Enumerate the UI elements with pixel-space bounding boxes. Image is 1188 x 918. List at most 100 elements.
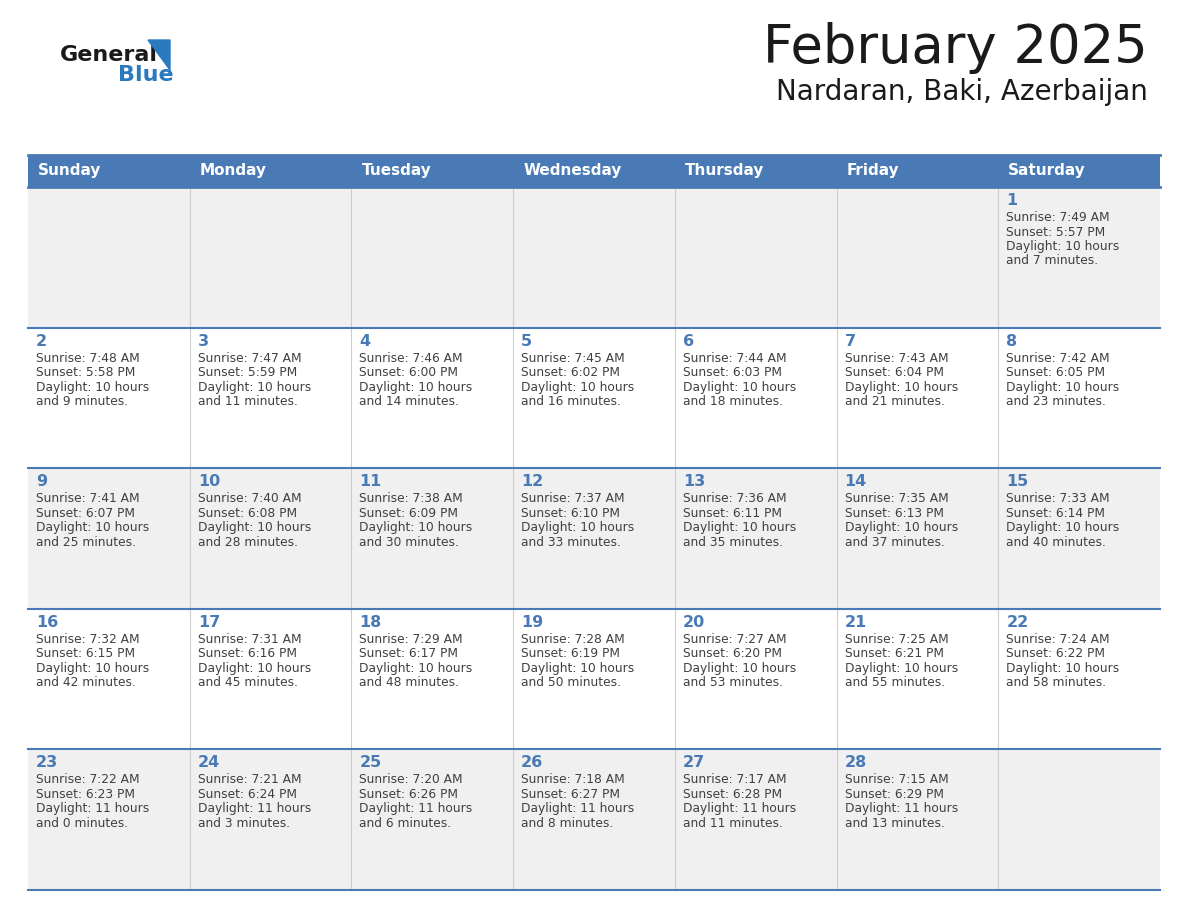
Text: Sunset: 6:09 PM: Sunset: 6:09 PM bbox=[360, 507, 459, 520]
Text: Sunrise: 7:28 AM: Sunrise: 7:28 AM bbox=[522, 633, 625, 645]
Text: 16: 16 bbox=[36, 615, 58, 630]
Text: Saturday: Saturday bbox=[1009, 163, 1086, 178]
Text: Sunrise: 7:24 AM: Sunrise: 7:24 AM bbox=[1006, 633, 1110, 645]
Text: 6: 6 bbox=[683, 333, 694, 349]
Text: 23: 23 bbox=[36, 756, 58, 770]
Bar bbox=[29, 187, 190, 328]
Text: Sunset: 6:11 PM: Sunset: 6:11 PM bbox=[683, 507, 782, 520]
Bar bbox=[190, 187, 352, 328]
Bar bbox=[352, 468, 513, 609]
Text: Nardaran, Baki, Azerbaijan: Nardaran, Baki, Azerbaijan bbox=[776, 78, 1148, 106]
Text: Sunset: 6:10 PM: Sunset: 6:10 PM bbox=[522, 507, 620, 520]
Text: Friday: Friday bbox=[847, 163, 899, 178]
Bar bbox=[836, 328, 998, 468]
Text: and 11 minutes.: and 11 minutes. bbox=[197, 395, 297, 409]
Bar bbox=[998, 328, 1159, 468]
Text: Sunset: 6:27 PM: Sunset: 6:27 PM bbox=[522, 788, 620, 800]
Bar bbox=[675, 749, 836, 890]
Text: and 3 minutes.: and 3 minutes. bbox=[197, 817, 290, 830]
Text: Daylight: 10 hours: Daylight: 10 hours bbox=[360, 381, 473, 394]
Text: 17: 17 bbox=[197, 615, 220, 630]
Text: Daylight: 10 hours: Daylight: 10 hours bbox=[36, 521, 150, 534]
Text: Daylight: 10 hours: Daylight: 10 hours bbox=[36, 381, 150, 394]
Text: Daylight: 10 hours: Daylight: 10 hours bbox=[683, 381, 796, 394]
Text: Sunset: 6:15 PM: Sunset: 6:15 PM bbox=[36, 647, 135, 660]
Text: and 18 minutes.: and 18 minutes. bbox=[683, 395, 783, 409]
Text: and 11 minutes.: and 11 minutes. bbox=[683, 817, 783, 830]
Text: 11: 11 bbox=[360, 475, 381, 489]
Text: Sunrise: 7:33 AM: Sunrise: 7:33 AM bbox=[1006, 492, 1110, 505]
Bar bbox=[675, 328, 836, 468]
Text: Daylight: 11 hours: Daylight: 11 hours bbox=[360, 802, 473, 815]
Text: Daylight: 10 hours: Daylight: 10 hours bbox=[360, 662, 473, 675]
Text: Wednesday: Wednesday bbox=[523, 163, 621, 178]
Text: 3: 3 bbox=[197, 333, 209, 349]
Text: Sunset: 6:17 PM: Sunset: 6:17 PM bbox=[360, 647, 459, 660]
Text: and 35 minutes.: and 35 minutes. bbox=[683, 536, 783, 549]
Text: Sunset: 5:59 PM: Sunset: 5:59 PM bbox=[197, 366, 297, 379]
Text: and 25 minutes.: and 25 minutes. bbox=[36, 536, 135, 549]
Text: 10: 10 bbox=[197, 475, 220, 489]
Bar bbox=[352, 749, 513, 890]
Text: Daylight: 10 hours: Daylight: 10 hours bbox=[1006, 381, 1119, 394]
Text: 20: 20 bbox=[683, 615, 706, 630]
Bar bbox=[998, 609, 1159, 749]
Text: Daylight: 10 hours: Daylight: 10 hours bbox=[683, 521, 796, 534]
Text: Sunset: 6:14 PM: Sunset: 6:14 PM bbox=[1006, 507, 1105, 520]
Text: 18: 18 bbox=[360, 615, 381, 630]
Bar bbox=[352, 328, 513, 468]
Bar bbox=[352, 155, 513, 187]
Text: 28: 28 bbox=[845, 756, 867, 770]
Text: and 40 minutes.: and 40 minutes. bbox=[1006, 536, 1106, 549]
Bar bbox=[190, 609, 352, 749]
Text: and 58 minutes.: and 58 minutes. bbox=[1006, 677, 1106, 689]
Bar bbox=[513, 609, 675, 749]
Bar bbox=[29, 155, 190, 187]
Text: Sunset: 6:23 PM: Sunset: 6:23 PM bbox=[36, 788, 135, 800]
Text: Sunrise: 7:46 AM: Sunrise: 7:46 AM bbox=[360, 352, 463, 364]
Bar bbox=[190, 468, 352, 609]
Text: 15: 15 bbox=[1006, 475, 1029, 489]
Text: Sunset: 6:29 PM: Sunset: 6:29 PM bbox=[845, 788, 943, 800]
Text: 26: 26 bbox=[522, 756, 543, 770]
Text: Sunrise: 7:15 AM: Sunrise: 7:15 AM bbox=[845, 773, 948, 787]
Text: Sunset: 5:58 PM: Sunset: 5:58 PM bbox=[36, 366, 135, 379]
Text: and 53 minutes.: and 53 minutes. bbox=[683, 677, 783, 689]
Text: Sunrise: 7:27 AM: Sunrise: 7:27 AM bbox=[683, 633, 786, 645]
Text: Daylight: 11 hours: Daylight: 11 hours bbox=[36, 802, 150, 815]
Text: Tuesday: Tuesday bbox=[361, 163, 431, 178]
Text: Sunrise: 7:37 AM: Sunrise: 7:37 AM bbox=[522, 492, 625, 505]
Bar bbox=[352, 187, 513, 328]
Text: Sunrise: 7:21 AM: Sunrise: 7:21 AM bbox=[197, 773, 302, 787]
Text: Sunrise: 7:20 AM: Sunrise: 7:20 AM bbox=[360, 773, 463, 787]
Text: Daylight: 10 hours: Daylight: 10 hours bbox=[197, 662, 311, 675]
Text: Sunset: 6:04 PM: Sunset: 6:04 PM bbox=[845, 366, 943, 379]
Bar bbox=[29, 468, 190, 609]
Text: 14: 14 bbox=[845, 475, 867, 489]
Text: and 16 minutes.: and 16 minutes. bbox=[522, 395, 621, 409]
Text: Daylight: 10 hours: Daylight: 10 hours bbox=[36, 662, 150, 675]
Text: and 33 minutes.: and 33 minutes. bbox=[522, 536, 621, 549]
Text: Sunrise: 7:17 AM: Sunrise: 7:17 AM bbox=[683, 773, 786, 787]
Text: Daylight: 11 hours: Daylight: 11 hours bbox=[845, 802, 958, 815]
Text: Sunset: 6:16 PM: Sunset: 6:16 PM bbox=[197, 647, 297, 660]
Text: Sunset: 6:03 PM: Sunset: 6:03 PM bbox=[683, 366, 782, 379]
Text: 8: 8 bbox=[1006, 333, 1017, 349]
Text: and 23 minutes.: and 23 minutes. bbox=[1006, 395, 1106, 409]
Text: Sunset: 5:57 PM: Sunset: 5:57 PM bbox=[1006, 226, 1106, 239]
Text: Sunrise: 7:32 AM: Sunrise: 7:32 AM bbox=[36, 633, 140, 645]
Text: Sunrise: 7:42 AM: Sunrise: 7:42 AM bbox=[1006, 352, 1110, 364]
Text: 1: 1 bbox=[1006, 193, 1017, 208]
Bar bbox=[513, 749, 675, 890]
Text: Sunrise: 7:40 AM: Sunrise: 7:40 AM bbox=[197, 492, 302, 505]
Text: and 45 minutes.: and 45 minutes. bbox=[197, 677, 298, 689]
Text: Daylight: 11 hours: Daylight: 11 hours bbox=[522, 802, 634, 815]
Bar bbox=[513, 155, 675, 187]
Text: Daylight: 11 hours: Daylight: 11 hours bbox=[197, 802, 311, 815]
Text: Thursday: Thursday bbox=[684, 163, 764, 178]
Bar bbox=[836, 468, 998, 609]
Text: Sunset: 6:05 PM: Sunset: 6:05 PM bbox=[1006, 366, 1105, 379]
Text: Monday: Monday bbox=[200, 163, 267, 178]
Text: Sunrise: 7:45 AM: Sunrise: 7:45 AM bbox=[522, 352, 625, 364]
Text: Sunrise: 7:49 AM: Sunrise: 7:49 AM bbox=[1006, 211, 1110, 224]
